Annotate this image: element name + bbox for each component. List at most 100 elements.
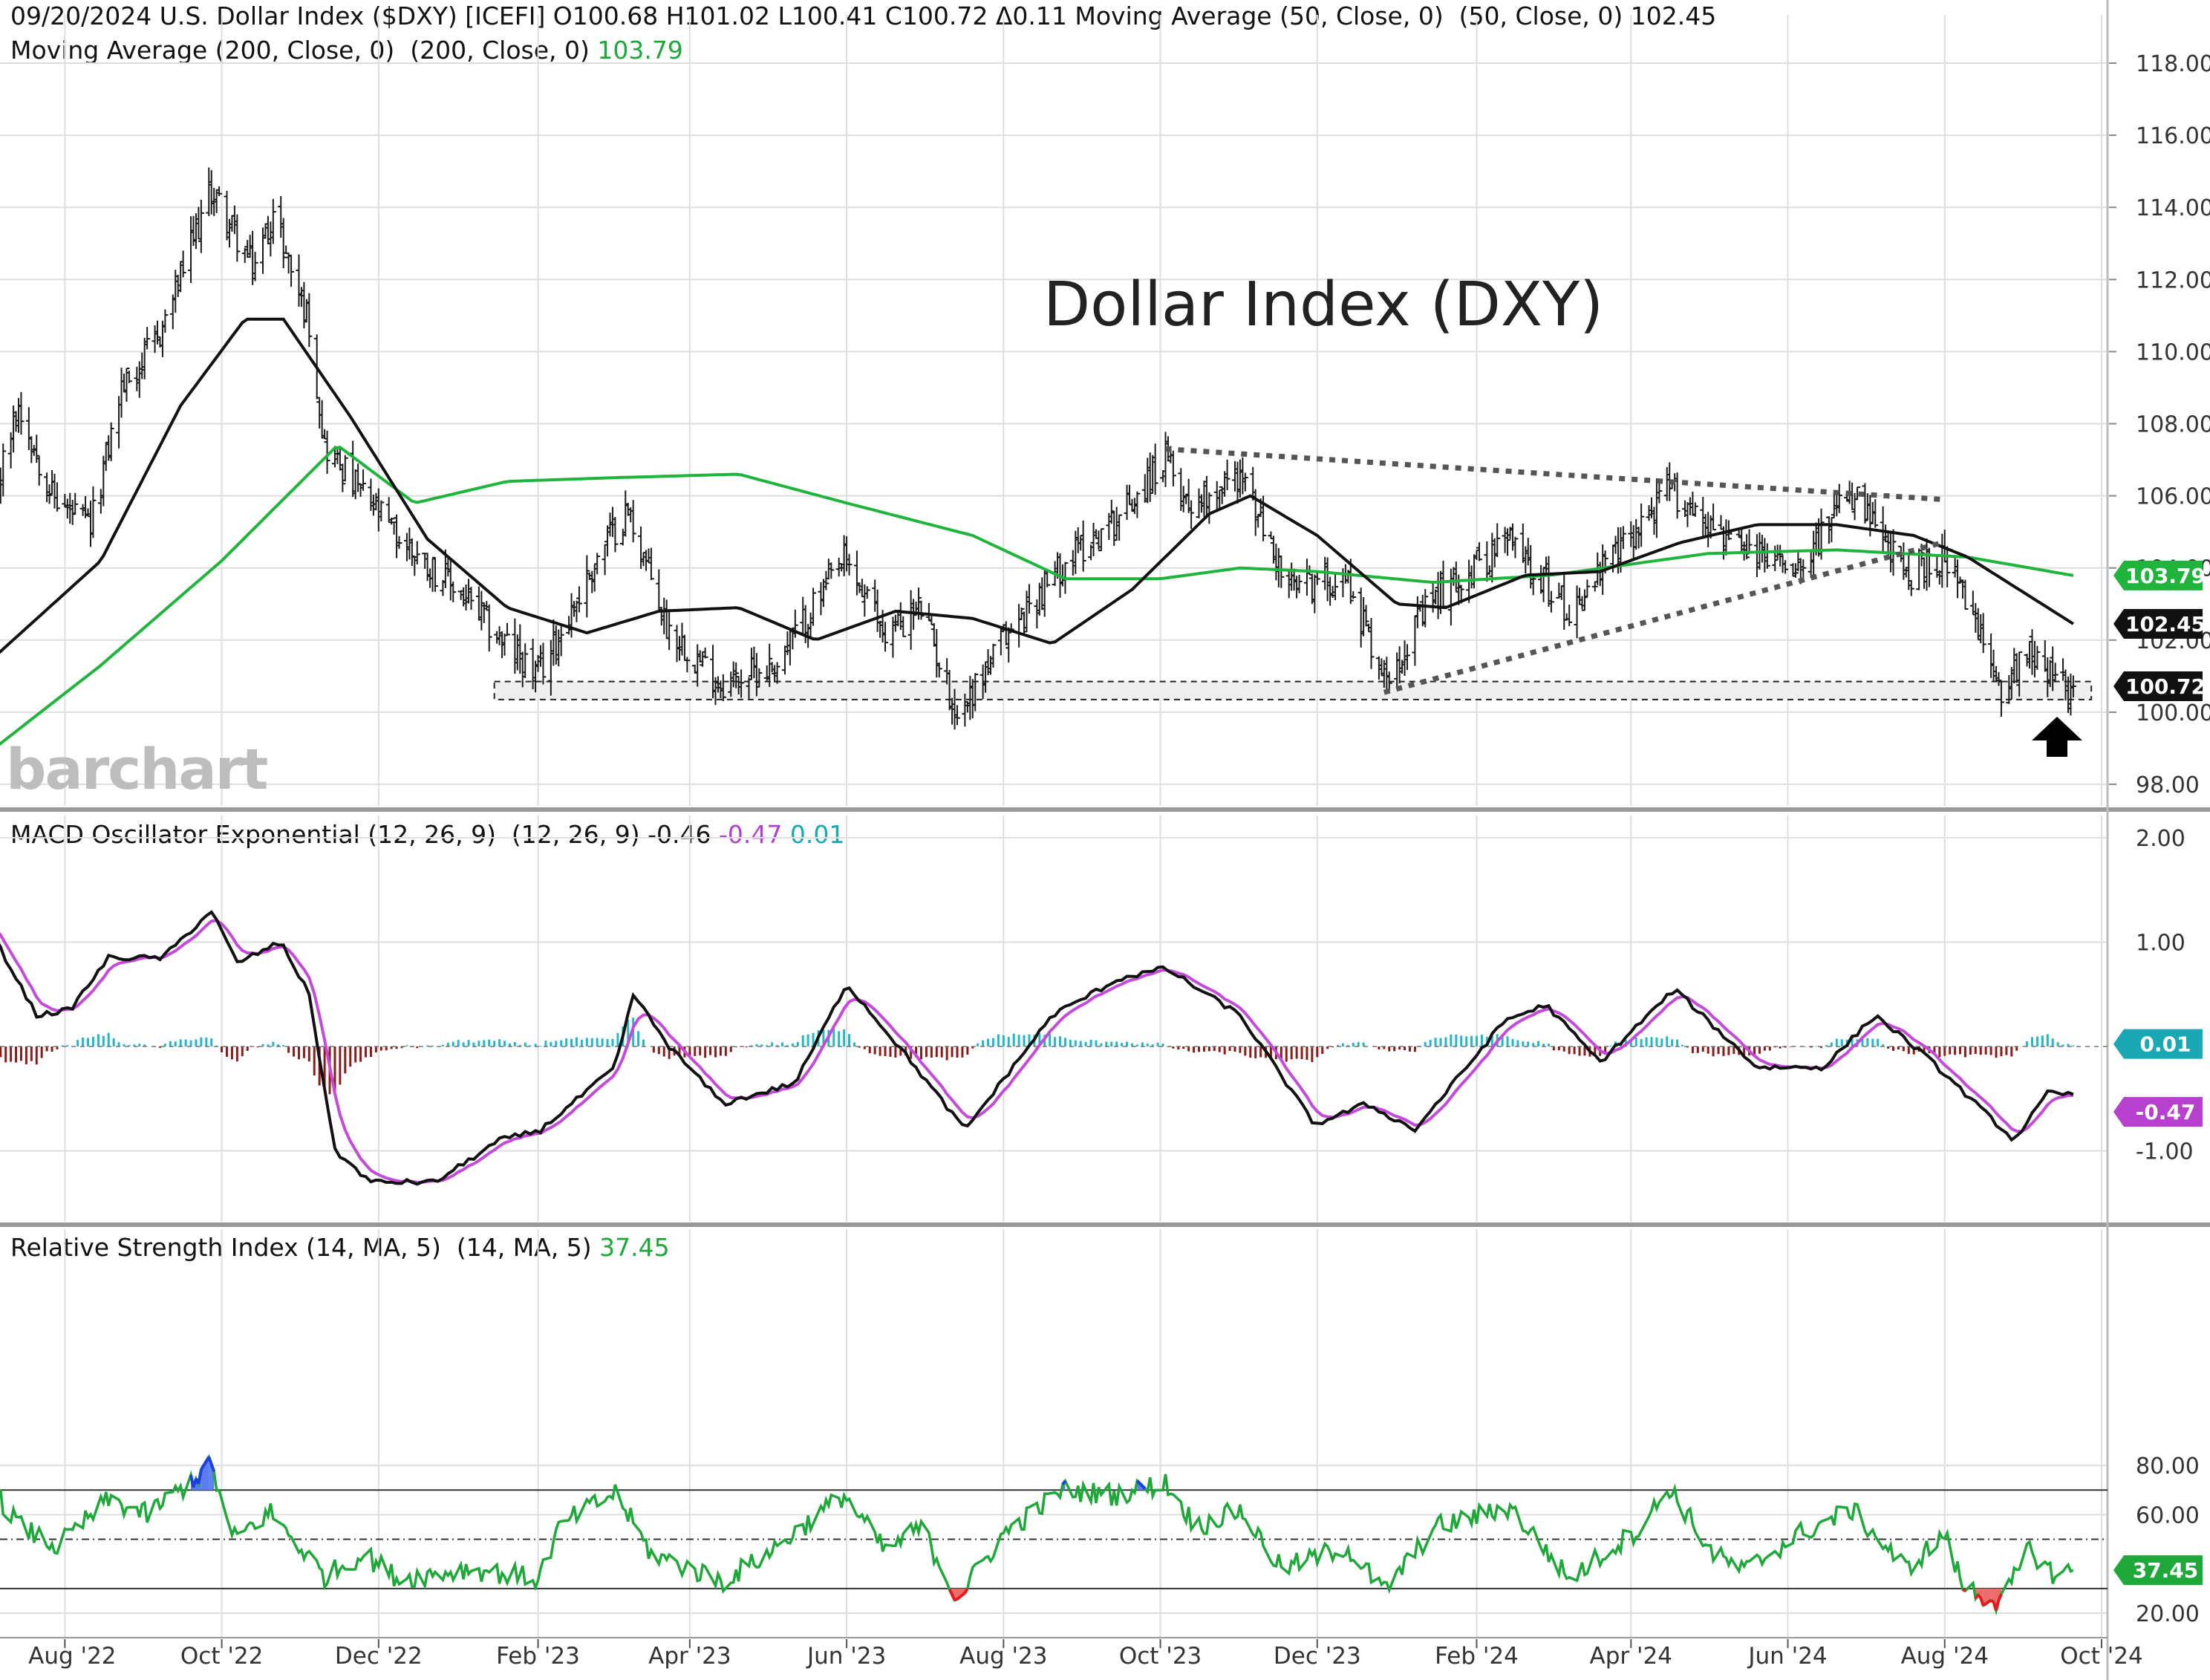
price-y-tick-label: 108.00 bbox=[2136, 412, 2210, 438]
ohlc-bar bbox=[1422, 589, 1429, 628]
grid-layer bbox=[0, 15, 2116, 1648]
ohlc-bar bbox=[1548, 590, 1554, 613]
ohlc-bar bbox=[108, 422, 114, 461]
ohlc-bar bbox=[1350, 591, 1357, 599]
ohlc-bar bbox=[144, 327, 151, 350]
price-header-line1: 09/20/2024 U.S. Dollar Index ($DXY) [ICE… bbox=[10, 1, 1717, 30]
price-y-tick-label: 112.00 bbox=[2136, 267, 2210, 293]
ma200-value-label-bg bbox=[2113, 560, 2203, 590]
ohlc-bar bbox=[584, 555, 590, 618]
x-tick-label: Jun '24 bbox=[1747, 1643, 1827, 1670]
rsi-y-tick-label: 80.00 bbox=[2136, 1453, 2200, 1479]
triangle-upper-trendline bbox=[1165, 446, 1943, 502]
rsi-overbought-fill bbox=[201, 1456, 209, 1491]
ohlc-bar bbox=[1098, 528, 1104, 552]
ohlc-bar bbox=[1828, 517, 1835, 543]
x-tick-label: Dec '23 bbox=[1274, 1643, 1361, 1670]
ma50-value-label-bg bbox=[2113, 608, 2203, 639]
ohlc-bar bbox=[2070, 675, 2076, 697]
x-tick-label: Dec '22 bbox=[335, 1643, 423, 1670]
rsi-overbought-segment bbox=[207, 1456, 213, 1465]
rsi-overbought-segment bbox=[1135, 1479, 1147, 1490]
x-tick-label: Oct '22 bbox=[180, 1643, 263, 1670]
rsi-overbought-segment bbox=[197, 1469, 203, 1485]
ohlc-bar bbox=[756, 668, 763, 688]
ohlc-bar bbox=[684, 657, 691, 673]
rsi-series bbox=[0, 1453, 2074, 1616]
ohlc-bar bbox=[450, 582, 457, 602]
ohlc-bar bbox=[72, 492, 79, 515]
ohlc-bar bbox=[1170, 450, 1176, 486]
rsi-header: Relative Strength Index (14, MA, 5) (14,… bbox=[10, 1233, 670, 1262]
ohlc-bar bbox=[1800, 559, 1807, 580]
macd-signal-line bbox=[0, 919, 2073, 1184]
ohlc-bar bbox=[1692, 502, 1698, 517]
ohlc-bar bbox=[846, 553, 853, 576]
panel-separator bbox=[0, 1222, 2210, 1227]
price-y-tick-label: 116.00 bbox=[2136, 123, 2210, 149]
x-tick-label: Jun '23 bbox=[806, 1643, 886, 1670]
ohlc-bar bbox=[18, 391, 25, 435]
ohlc-bar bbox=[432, 556, 439, 592]
ohlc-bar bbox=[180, 250, 186, 278]
rsi-oversold-segment bbox=[954, 1598, 958, 1602]
rsi-oversold-fill bbox=[954, 1588, 957, 1601]
ohlc-bar bbox=[53, 482, 60, 512]
ohlc-bar bbox=[1764, 543, 1770, 569]
close-value-label: 100.72 bbox=[2113, 671, 2206, 701]
ohlc-bar bbox=[1782, 560, 1789, 574]
ohlc-bar bbox=[1005, 627, 1012, 663]
rsi-oversold-segment bbox=[1995, 1600, 2001, 1611]
price-y-tick-label: 114.00 bbox=[2136, 195, 2210, 221]
ohlc-bar bbox=[36, 456, 42, 486]
ohlc-bar bbox=[1566, 605, 1573, 627]
rsi-oversold-segment bbox=[956, 1592, 966, 1601]
rsi-oversold-segment bbox=[1962, 1588, 1966, 1592]
ohlc-bar bbox=[1944, 546, 1951, 587]
ohlc-bar bbox=[990, 643, 997, 668]
rsi-oversold-segment bbox=[951, 1594, 956, 1601]
ohlc-bar bbox=[1188, 500, 1195, 530]
ohlc-bar bbox=[0, 443, 7, 497]
ohlc-bar bbox=[198, 199, 204, 253]
ohlc-bar bbox=[216, 186, 223, 197]
ohlc-bar bbox=[1980, 613, 1986, 654]
rsi-oversold-segment bbox=[1982, 1599, 1992, 1607]
rsi-y-tick-label: 20.00 bbox=[2136, 1601, 2200, 1627]
ohlc-bar bbox=[1995, 671, 2002, 686]
ohlc-bar bbox=[1363, 605, 1369, 627]
ohlc-bar bbox=[594, 553, 601, 575]
ohlc-bar bbox=[90, 486, 97, 538]
rsi-y-tick-label: 60.00 bbox=[2136, 1502, 2200, 1528]
x-tick-label: Apr '24 bbox=[1590, 1643, 1672, 1670]
ohlc-bar bbox=[1278, 556, 1285, 588]
ohlc-bar bbox=[648, 547, 654, 580]
x-tick-label: Aug '24 bbox=[1901, 1643, 1989, 1670]
ohlc-bar bbox=[766, 643, 773, 687]
ohlc-bar bbox=[1620, 526, 1626, 550]
rsi-oversold-segment bbox=[1997, 1593, 2003, 1601]
macd-histogram-label-bg bbox=[2113, 1029, 2203, 1059]
macd-y-tick-label: 2.00 bbox=[2136, 826, 2185, 852]
barchart-watermark: barchart bbox=[6, 736, 267, 802]
close-value-label-bg bbox=[2113, 671, 2203, 701]
ohlc-bar bbox=[1744, 534, 1750, 559]
ohlc-bar bbox=[702, 647, 708, 659]
ohlc-bar bbox=[1152, 443, 1158, 495]
macd-signal-label-text: -0.47 bbox=[2136, 1100, 2196, 1124]
macd-line bbox=[0, 910, 2074, 1186]
ohlc-bar bbox=[612, 517, 619, 553]
ohlc-bar bbox=[1674, 472, 1681, 519]
ohlc-bar bbox=[522, 643, 529, 679]
ohlc-bar bbox=[1147, 452, 1153, 502]
price-y-tick-label: 110.00 bbox=[2136, 339, 2210, 365]
ohlc-bar bbox=[162, 309, 169, 333]
ohlc-bar bbox=[656, 569, 662, 611]
ohlc-bar bbox=[468, 587, 475, 611]
ohlc-bar bbox=[388, 517, 395, 525]
ohlc-bar bbox=[630, 500, 636, 543]
ohlc-bar bbox=[1206, 492, 1213, 524]
macd-y-tick-label: -1.00 bbox=[2136, 1139, 2194, 1165]
ohlc-bar bbox=[835, 557, 842, 577]
ohlc-bar bbox=[1998, 680, 2004, 717]
